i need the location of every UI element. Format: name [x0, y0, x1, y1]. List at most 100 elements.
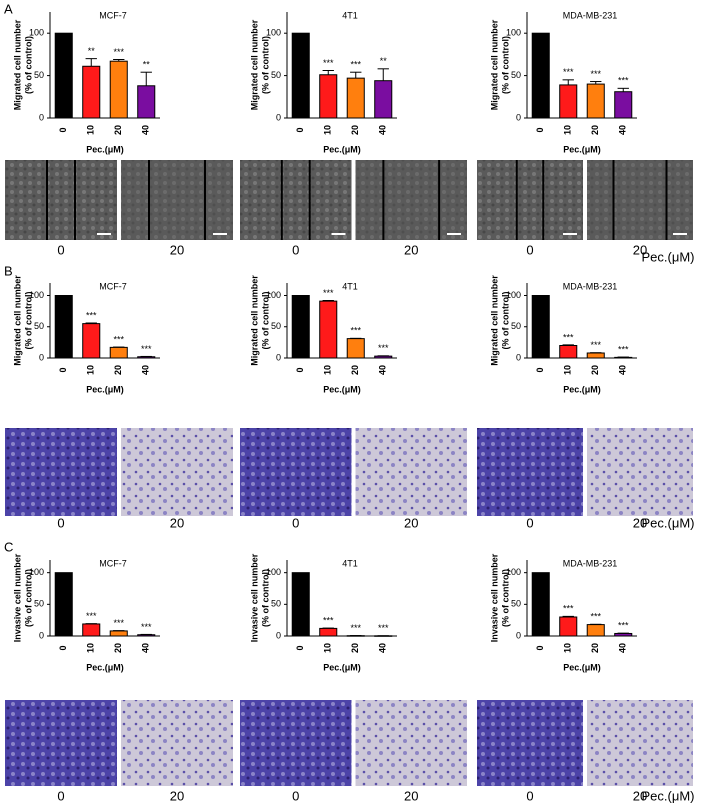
significance: *** — [323, 288, 334, 298]
image-caption: 0 — [57, 788, 64, 803]
y-axis-label: Migrated cell number — [12, 19, 22, 110]
micrograph-texture — [240, 160, 352, 240]
y-tick-label: 100 — [266, 567, 281, 577]
x-tick-label: 0 — [295, 127, 305, 132]
y-axis-label: Migrated cell number — [249, 19, 259, 110]
significance: *** — [563, 332, 574, 342]
bar — [137, 85, 156, 119]
bar — [559, 345, 578, 359]
y-axis-label: Invasive cell number — [489, 553, 499, 642]
y-axis-label: (% of control) — [500, 36, 510, 94]
y-axis-label: (% of control) — [260, 292, 270, 350]
x-tick-label: 20 — [350, 643, 360, 653]
bar — [559, 84, 578, 119]
image-caption: 20 — [404, 788, 418, 803]
significance: *** — [113, 47, 124, 57]
panel-label: B — [4, 263, 13, 278]
significance: *** — [350, 623, 361, 633]
micrograph-texture — [355, 160, 467, 240]
y-tick-label: 50 — [271, 599, 281, 609]
image-caption: 0 — [526, 788, 533, 803]
x-tick-label: 20 — [350, 365, 360, 375]
bar — [109, 630, 128, 637]
image-caption: 20 — [170, 242, 184, 257]
y-tick-label: 100 — [266, 290, 281, 300]
x-tick-label: 40 — [141, 125, 151, 135]
image-caption: 0 — [292, 788, 299, 803]
micrograph — [355, 700, 467, 786]
micrograph-texture — [477, 160, 583, 240]
x-tick-label: 10 — [86, 365, 96, 375]
bar — [319, 627, 338, 637]
significance: ** — [143, 60, 151, 70]
bar — [531, 32, 550, 119]
x-tick-label: 0 — [535, 127, 545, 132]
y-tick-label: 100 — [29, 567, 44, 577]
bar — [82, 623, 101, 637]
unit-label: Pec.(μM) — [642, 515, 695, 530]
significance: *** — [86, 310, 97, 320]
image-caption: 0 — [57, 242, 64, 257]
x-axis-label: Pec.(μM) — [563, 384, 601, 394]
x-tick-label: 10 — [323, 125, 333, 135]
bar — [82, 65, 101, 119]
y-tick-label: 100 — [506, 290, 521, 300]
y-tick-label: 100 — [29, 290, 44, 300]
x-axis-label: Pec.(μM) — [563, 144, 601, 154]
chart-title: 4T1 — [342, 10, 358, 20]
bar — [54, 32, 73, 119]
micrograph — [121, 700, 233, 786]
chart-title: MDA-MB-231 — [563, 10, 618, 20]
significance: *** — [86, 611, 97, 621]
x-tick-label: 40 — [141, 365, 151, 375]
bar — [319, 74, 338, 119]
x-tick-label: 10 — [323, 643, 333, 653]
x-tick-label: 10 — [563, 125, 573, 135]
image-caption: 20 — [633, 788, 647, 803]
significance: *** — [378, 343, 389, 353]
chart-title: MCF-7 — [99, 558, 127, 568]
x-tick-label: 20 — [590, 365, 600, 375]
micrograph-texture — [5, 160, 117, 240]
significance: *** — [113, 334, 124, 344]
y-axis-label: (% of control) — [260, 569, 270, 627]
image-caption: 0 — [292, 515, 299, 530]
significance: *** — [590, 340, 601, 350]
y-axis-label: Migrated cell number — [249, 275, 259, 366]
x-tick-label: 0 — [535, 367, 545, 372]
x-tick-label: 10 — [323, 365, 333, 375]
y-axis-label: (% of control) — [23, 569, 33, 627]
significance: *** — [323, 615, 334, 625]
x-tick-label: 20 — [113, 365, 123, 375]
bar — [374, 355, 393, 359]
y-tick-label: 50 — [271, 70, 281, 80]
micrograph — [587, 428, 693, 516]
bar — [137, 634, 156, 637]
x-tick-label: 40 — [618, 365, 628, 375]
bar — [374, 635, 393, 637]
x-tick-label: 0 — [295, 645, 305, 650]
bar — [346, 635, 365, 637]
significance: *** — [563, 67, 574, 77]
x-tick-label: 0 — [58, 367, 68, 372]
x-tick-label: 20 — [350, 125, 360, 135]
y-tick-label: 100 — [506, 28, 521, 38]
micrograph — [121, 428, 233, 516]
x-tick-label: 0 — [58, 127, 68, 132]
bar — [531, 295, 550, 359]
bar — [586, 624, 605, 637]
significance: *** — [618, 344, 629, 354]
image-caption: 0 — [57, 515, 64, 530]
bar — [346, 338, 365, 359]
micrograph — [5, 428, 117, 516]
y-tick-label: 100 — [266, 28, 281, 38]
bar — [291, 295, 310, 359]
micrograph-texture — [121, 160, 233, 240]
significance: ** — [380, 56, 388, 66]
image-caption: 20 — [633, 515, 647, 530]
bar — [137, 356, 156, 359]
micrograph-texture — [587, 160, 693, 240]
x-tick-label: 20 — [590, 125, 600, 135]
bar — [374, 80, 393, 119]
